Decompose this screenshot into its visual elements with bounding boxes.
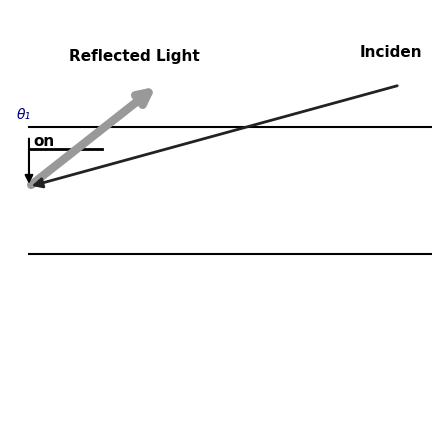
Text: Inciden: Inciden [359, 45, 422, 60]
Text: Reflected Light: Reflected Light [69, 49, 200, 64]
Text: on: on [33, 134, 54, 149]
Text: θ₁: θ₁ [17, 108, 31, 122]
